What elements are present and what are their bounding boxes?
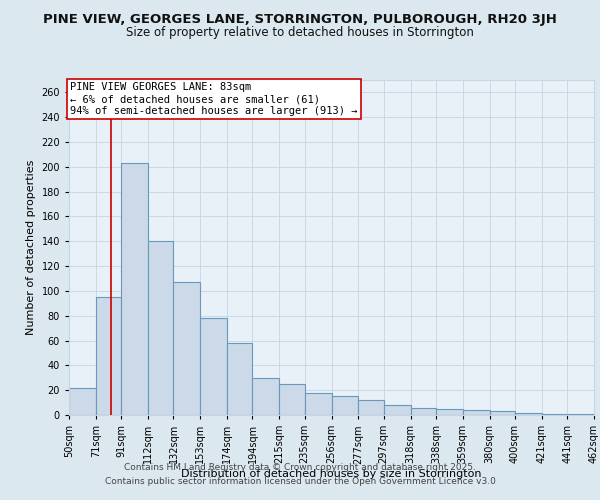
Text: PINE VIEW, GEORGES LANE, STORRINGTON, PULBOROUGH, RH20 3JH: PINE VIEW, GEORGES LANE, STORRINGTON, PU… — [43, 12, 557, 26]
Text: PINE VIEW GEORGES LANE: 83sqm
← 6% of detached houses are smaller (61)
94% of se: PINE VIEW GEORGES LANE: 83sqm ← 6% of de… — [70, 82, 358, 116]
Bar — [384, 405, 410, 415]
Bar — [227, 343, 253, 415]
Bar — [305, 392, 331, 415]
Bar — [279, 384, 305, 415]
Bar — [463, 410, 490, 415]
Bar — [410, 408, 436, 415]
X-axis label: Distribution of detached houses by size in Storrington: Distribution of detached houses by size … — [181, 469, 482, 479]
Bar — [567, 414, 594, 415]
Bar — [515, 412, 542, 415]
Bar — [96, 297, 121, 415]
Bar — [200, 318, 227, 415]
Bar — [490, 412, 515, 415]
Text: Contains HM Land Registry data © Crown copyright and database right 2025.: Contains HM Land Registry data © Crown c… — [124, 464, 476, 472]
Bar — [358, 400, 384, 415]
Bar — [253, 378, 279, 415]
Bar — [121, 163, 148, 415]
Bar — [542, 414, 567, 415]
Bar — [69, 388, 96, 415]
Bar — [173, 282, 200, 415]
Bar — [148, 242, 173, 415]
Bar — [436, 409, 463, 415]
Text: Size of property relative to detached houses in Storrington: Size of property relative to detached ho… — [126, 26, 474, 39]
Y-axis label: Number of detached properties: Number of detached properties — [26, 160, 36, 335]
Bar — [331, 396, 358, 415]
Text: Contains public sector information licensed under the Open Government Licence v3: Contains public sector information licen… — [104, 477, 496, 486]
